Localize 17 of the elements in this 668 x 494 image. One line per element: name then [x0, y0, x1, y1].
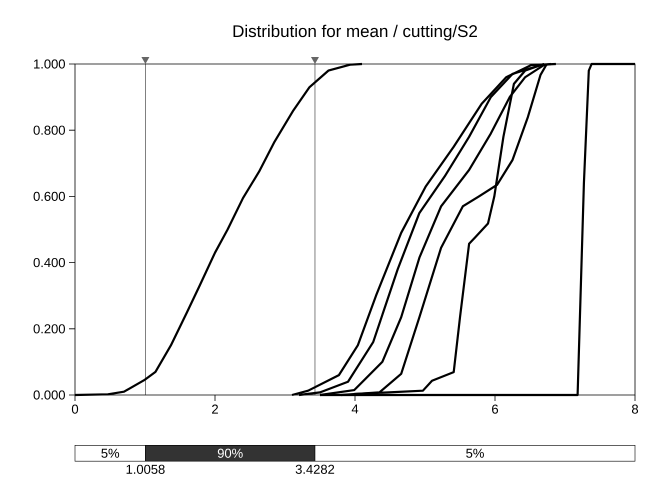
y-tick-label: 0.800: [34, 126, 65, 135]
x-tick-label: 0: [72, 404, 78, 414]
x-tick-label: 4: [352, 404, 358, 414]
text: 3.4282: [296, 464, 334, 474]
y-tick-label: 1.000: [34, 59, 65, 69]
y-tick-label: 0.400: [34, 258, 65, 268]
text: 1.0058: [126, 464, 165, 474]
text: 5%: [466, 448, 484, 458]
text: 5%: [101, 448, 120, 458]
chart-title: Distribution for mean / cutting/S2: [234, 24, 477, 40]
x-tick-label: 8: [632, 404, 638, 414]
y-tick-label: 0.600: [34, 192, 65, 201]
y-tick-label: 0.000: [34, 390, 65, 400]
x-tick-label: 2: [212, 404, 218, 414]
x-tick-label: 6: [492, 404, 498, 414]
y-tick-label: 0.200: [34, 324, 65, 334]
text: 90%: [218, 448, 243, 458]
